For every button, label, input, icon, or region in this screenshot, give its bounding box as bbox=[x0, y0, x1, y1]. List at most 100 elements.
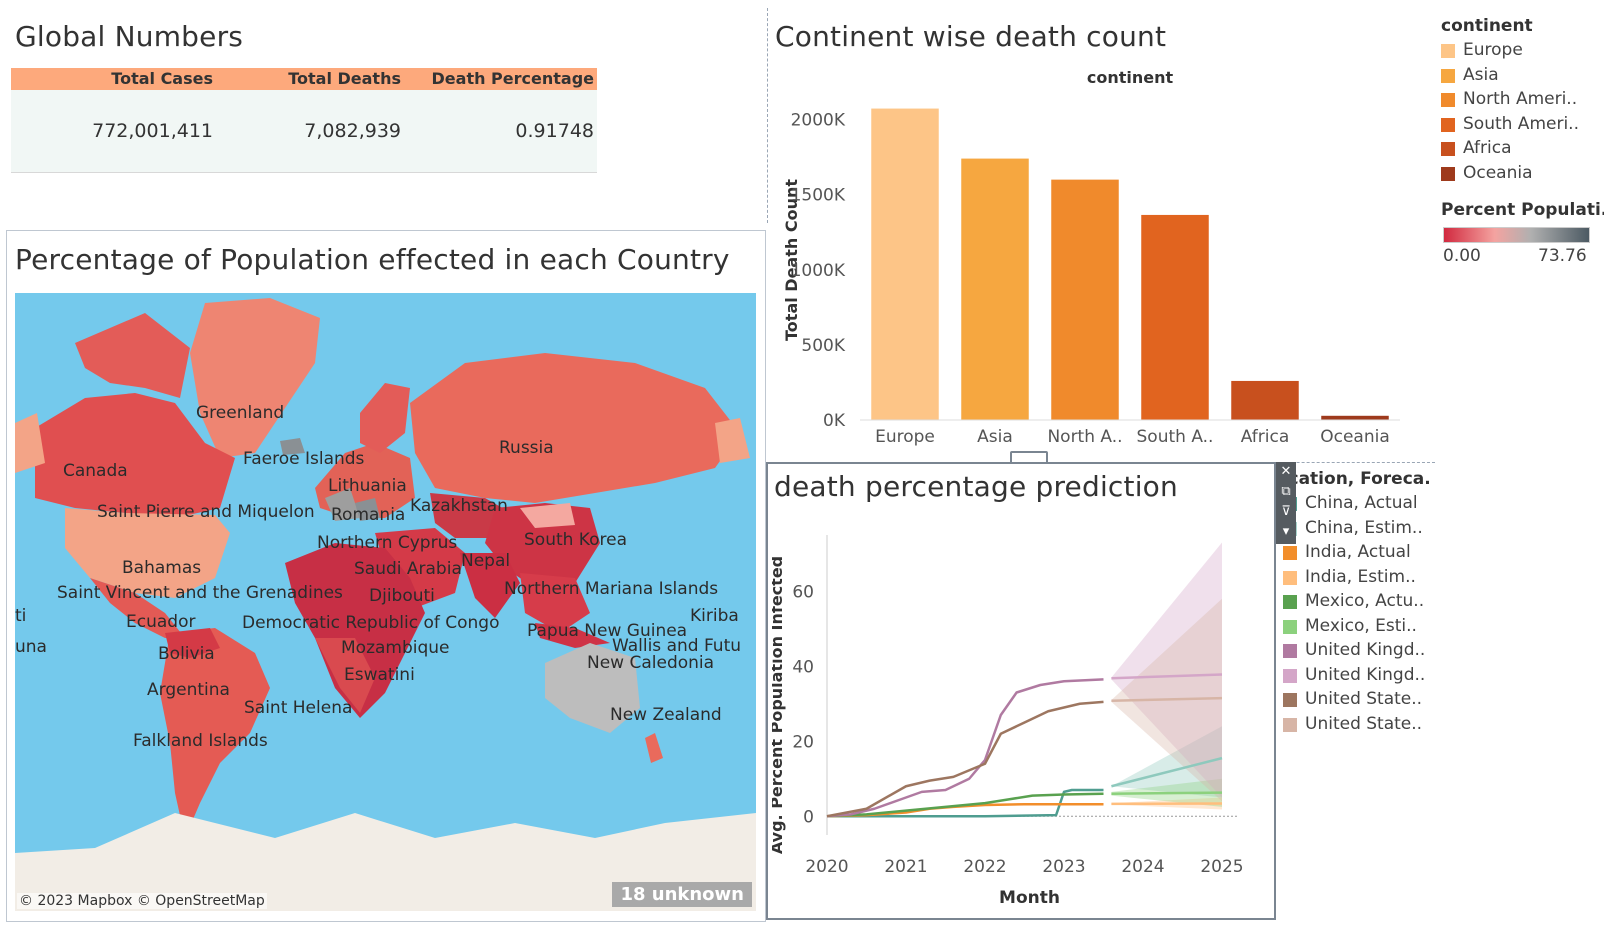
series-line[interactable] bbox=[1111, 756, 1223, 788]
series-line[interactable] bbox=[826, 792, 1104, 818]
bar-chart-xtick-label: Oceania bbox=[1320, 427, 1390, 447]
map-label-northern-mariana-islands: Northern Mariana Islands bbox=[504, 579, 719, 599]
map-label-kiribati: Kiriba bbox=[690, 606, 739, 626]
map-label-una: una bbox=[15, 637, 47, 657]
map-attribution[interactable]: © 2023 Mapbox © OpenStreetMap bbox=[17, 893, 267, 909]
world-map[interactable]: Greenland Canada Faeroe Islands Lithuani… bbox=[15, 293, 756, 911]
map-label-mozambique: Mozambique bbox=[341, 638, 450, 658]
percent-legend-title: Percent Populati.. bbox=[1441, 200, 1604, 220]
global-numbers-table: Total Cases Total Deaths Death Percentag… bbox=[11, 68, 597, 173]
filter-icon[interactable]: ⊽ bbox=[1281, 504, 1291, 519]
prediction-panel-title: death percentage prediction bbox=[774, 470, 1178, 503]
continent-legend: Europe Asia North Ameri.. South Ameri.. Afri… bbox=[1441, 40, 1601, 190]
forecast-band bbox=[1111, 542, 1222, 798]
map-label-drc: Democratic Republic of Congo bbox=[242, 613, 500, 633]
bar-asia[interactable] bbox=[961, 158, 1029, 420]
more-options-icon[interactable]: ▾ bbox=[1282, 524, 1290, 539]
map-label-falkland-islands: Falkland Islands bbox=[133, 731, 268, 751]
series-line[interactable] bbox=[1111, 791, 1223, 795]
bar-chart-xtick-label: Africa bbox=[1241, 427, 1290, 447]
bar-oceania[interactable] bbox=[1321, 415, 1389, 420]
forecast-legend-swatch bbox=[1283, 619, 1297, 634]
line-chart-xtick-label: 2021 bbox=[884, 857, 927, 877]
line-chart-ytick-label: 20 bbox=[792, 732, 814, 752]
header-death-percentage: Death Percentage bbox=[431, 69, 594, 88]
popout-icon[interactable]: ⧉ bbox=[1281, 484, 1291, 499]
series-line[interactable] bbox=[1111, 673, 1223, 680]
series-line[interactable] bbox=[1111, 696, 1223, 702]
forecast-legend-swatch bbox=[1283, 595, 1297, 609]
close-icon[interactable]: ✕ bbox=[1280, 464, 1292, 479]
bar-chart-xtick-label: South A.. bbox=[1137, 427, 1214, 447]
continent-legend-swatch bbox=[1441, 68, 1455, 83]
bar-chart-ylabel: Total Death Count bbox=[782, 179, 801, 341]
percent-legend-max: 73.76 bbox=[1538, 246, 1587, 266]
line-chart-xtick-label: 2023 bbox=[1042, 857, 1085, 877]
line-chart-ytick-label: 40 bbox=[792, 657, 814, 677]
value-total-deaths: 7,082,939 bbox=[304, 120, 401, 142]
prediction-line-chart: 0 20 40 60 2020 2021 2022 2023 2024 2025 Month Avg.… bbox=[772, 535, 1244, 908]
map-label-saudi-arabia: Saudi Arabia bbox=[354, 559, 462, 579]
map-label-ti: ti bbox=[15, 606, 27, 626]
bar-north-a-[interactable] bbox=[1051, 179, 1119, 420]
map-label-northern-cyprus: Northern Cyprus bbox=[317, 533, 458, 553]
forecast-legend-swatch bbox=[1283, 717, 1297, 732]
map-label-greenland: Greenland bbox=[196, 403, 285, 423]
map-label-saint-pierre-and-miquelon: Saint Pierre and Miquelon bbox=[97, 502, 315, 522]
dashboard-divider-vertical bbox=[767, 8, 768, 223]
forecast-legend-label: China, Actual bbox=[1305, 493, 1418, 513]
forecast-legend-label: United State.. bbox=[1305, 713, 1423, 734]
forecast-legend-label: United Kingd.. bbox=[1305, 664, 1426, 685]
value-total-cases: 772,001,411 bbox=[92, 120, 213, 142]
line-chart-xtick-label: 2020 bbox=[805, 857, 848, 877]
line-chart-xtick-label: 2024 bbox=[1121, 857, 1164, 877]
forecast-legend-label: Mexico, Actu.. bbox=[1305, 591, 1425, 611]
map-label-russia: Russia bbox=[499, 438, 554, 458]
bar-europe[interactable] bbox=[871, 108, 939, 420]
world-map-shapes bbox=[15, 298, 756, 911]
bar-africa[interactable] bbox=[1231, 380, 1299, 420]
bar-chart-xtick-label: Asia bbox=[977, 427, 1013, 447]
value-death-percentage: 0.91748 bbox=[515, 120, 594, 142]
forecast-legend-swatch bbox=[1283, 570, 1297, 585]
map-label-lithuania: Lithuania bbox=[328, 476, 407, 496]
continent-legend-label: Europe bbox=[1463, 40, 1523, 60]
line-chart-xtick-label: 2025 bbox=[1200, 857, 1243, 877]
forecast-legend-swatch bbox=[1283, 668, 1297, 683]
percent-color-ramp bbox=[1443, 227, 1590, 243]
bar-chart-xtick-label: Europe bbox=[875, 427, 935, 447]
forecast-legend: China, Actual China, Estim.. India, Actual… bbox=[1283, 493, 1443, 743]
unknown-count-badge[interactable]: 18 unknown bbox=[612, 882, 752, 907]
continent-legend-label: Africa bbox=[1463, 138, 1512, 158]
continent-legend-label: South Ameri.. bbox=[1463, 113, 1579, 134]
series-line[interactable] bbox=[826, 700, 1104, 818]
prediction-panel-toolbar: ✕ ⧉ ⊽ ▾ bbox=[1276, 462, 1296, 544]
forecast-legend-swatch bbox=[1283, 546, 1297, 560]
map-label-saint-helena: Saint Helena bbox=[244, 698, 353, 718]
map-label-nepal: Nepal bbox=[461, 551, 511, 571]
panel-resize-handle[interactable] bbox=[1010, 451, 1048, 464]
line-chart-ylabel: Avg. Percent Population Infected bbox=[772, 556, 786, 854]
bar-south-a-[interactable] bbox=[1141, 214, 1209, 420]
global-numbers-title: Global Numbers bbox=[15, 20, 244, 53]
line-chart-xtick-label: 2022 bbox=[963, 857, 1006, 877]
series-line[interactable] bbox=[827, 788, 1104, 818]
global-numbers-header-row: Total Cases Total Deaths Death Percentag… bbox=[11, 68, 597, 90]
bar-chart-ytick-label: 2000K bbox=[791, 111, 846, 131]
continent-legend-label: North Ameri.. bbox=[1463, 89, 1578, 109]
continent-legend-label: Oceania bbox=[1463, 162, 1533, 183]
map-label-argentina: Argentina bbox=[147, 680, 230, 700]
bar-chart-xlabel: continent bbox=[1087, 68, 1174, 87]
forecast-legend-label: India, Actual bbox=[1305, 542, 1411, 562]
map-label-bahamas: Bahamas bbox=[122, 558, 202, 578]
continent-legend-swatch bbox=[1441, 44, 1455, 58]
map-label-wallis-and-futuna: Wallis and Futu bbox=[612, 636, 742, 656]
map-panel-title: Percentage of Population effected in eac… bbox=[15, 243, 730, 276]
forecast-legend-label: Mexico, Esti.. bbox=[1305, 615, 1417, 636]
forecast-legend-label: United Kingd.. bbox=[1305, 640, 1426, 660]
line-chart-ytick-label: 60 bbox=[792, 582, 814, 602]
bar-panel-title: Continent wise death count bbox=[775, 20, 1167, 53]
series-line[interactable] bbox=[826, 678, 1104, 818]
map-label-romania: Romania bbox=[331, 505, 406, 525]
continent-legend-title: continent bbox=[1441, 16, 1533, 36]
